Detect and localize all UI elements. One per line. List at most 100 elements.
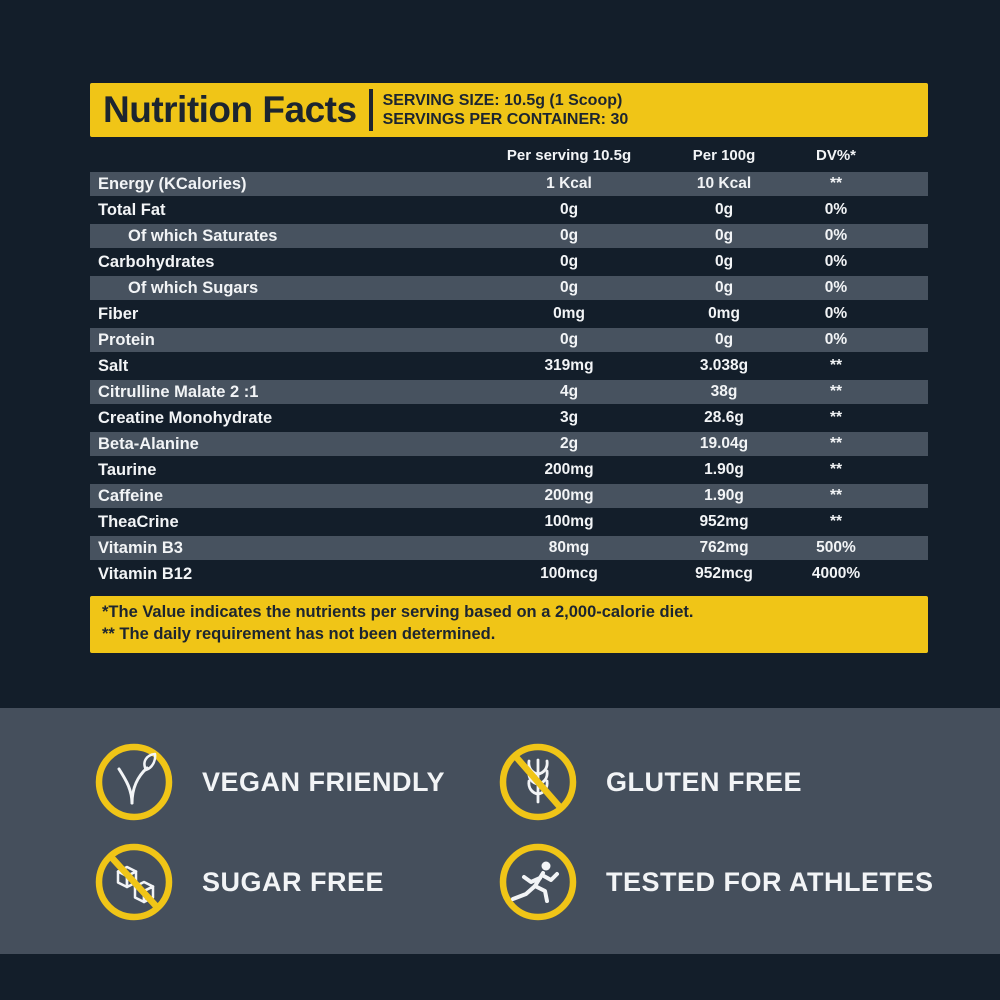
nutrition-facts-title: Nutrition Facts xyxy=(103,89,357,130)
row-label: Salt xyxy=(98,356,129,375)
row-dv: 4000% xyxy=(811,565,861,582)
row-per-serving: 2g xyxy=(559,435,579,452)
row-label: Of which Saturates xyxy=(128,226,278,245)
badge-label-vegan: VEGAN FRIENDLY xyxy=(202,766,446,797)
row-per-100g: 1.90g xyxy=(704,487,744,504)
row-dv: ** xyxy=(829,409,843,426)
row-label: Fiber xyxy=(98,304,139,323)
row-label: Beta-Alanine xyxy=(98,434,199,453)
row-label: Protein xyxy=(98,330,155,349)
row-dv: 0% xyxy=(824,331,848,348)
row-label: Carbohydrates xyxy=(98,252,215,271)
row-per-100g: 0mg xyxy=(708,305,740,322)
badge-panel: VEGAN FRIENDLY GLUTEN FREE xyxy=(0,708,1000,954)
row-per-100g: 38g xyxy=(710,383,738,400)
row-per-100g: 952mcg xyxy=(695,565,753,582)
row-dv: ** xyxy=(829,175,843,192)
row-per-100g: 10 Kcal xyxy=(696,175,752,192)
table-row: TheaCrine 100mg 952mg ** xyxy=(90,510,928,534)
row-per-100g: 952mg xyxy=(699,513,749,530)
row-dv: 0% xyxy=(824,201,848,218)
row-per-100g: 0g xyxy=(714,279,734,296)
banner-divider xyxy=(368,89,373,131)
badge-sugar-free: SUGAR FREE xyxy=(92,840,384,924)
row-dv: 0% xyxy=(824,253,848,270)
servings-per-container: SERVINGS PER CONTAINER: 30 xyxy=(382,111,629,128)
row-label: TheaCrine xyxy=(98,512,179,531)
column-header-dv: DV%* xyxy=(815,146,856,164)
table-row: Carbohydrates 0g 0g 0% xyxy=(90,250,928,274)
row-per-serving: 100mcg xyxy=(540,565,598,582)
row-dv: ** xyxy=(829,461,843,478)
table-row: Taurine 200mg 1.90g ** xyxy=(90,458,928,482)
row-per-serving: 200mg xyxy=(544,461,594,478)
footnote-line-1: *The Value indicates the nutrients per s… xyxy=(102,603,694,621)
table-row: Fiber 0mg 0mg 0% xyxy=(90,302,928,326)
row-per-100g: 1.90g xyxy=(704,461,744,478)
row-per-serving: 0g xyxy=(559,201,579,218)
table-row: Protein 0g 0g 0% xyxy=(90,328,928,352)
row-per-serving: 200mg xyxy=(544,487,594,504)
row-dv: ** xyxy=(829,435,843,452)
table-row: Total Fat 0g 0g 0% xyxy=(90,198,928,222)
row-per-100g: 0g xyxy=(714,227,734,244)
table-row: Salt 319mg 3.038g ** xyxy=(90,354,928,378)
column-header-per-serving: Per serving 10.5g xyxy=(506,146,632,164)
row-per-serving: 319mg xyxy=(544,357,594,374)
table-row: Beta-Alanine 2g 19.04g ** xyxy=(90,432,928,456)
badge-label-gluten-free: GLUTEN FREE xyxy=(606,766,803,797)
row-dv: 500% xyxy=(816,539,856,556)
row-per-100g: 0g xyxy=(714,201,734,218)
nutrition-label: Nutrition Facts SERVING SIZE: 10.5g (1 S… xyxy=(90,83,928,653)
row-label: Energy (KCalories) xyxy=(98,174,247,193)
row-per-100g: 28.6g xyxy=(704,409,744,426)
sugar-free-icon xyxy=(92,840,176,924)
row-per-100g: 0g xyxy=(714,331,734,348)
nutrition-facts-banner: Nutrition Facts SERVING SIZE: 10.5g (1 S… xyxy=(90,83,928,137)
vegan-icon xyxy=(92,740,176,824)
row-per-100g: 19.04g xyxy=(699,435,749,452)
row-per-100g: 762mg xyxy=(699,539,749,556)
nutrition-rows: Energy (KCalories) 1 Kcal 10 Kcal ** Total F… xyxy=(90,172,928,586)
row-per-serving: 0g xyxy=(559,331,579,348)
serving-size: SERVING SIZE: 10.5g (1 Scoop) xyxy=(382,91,623,109)
row-label: Caffeine xyxy=(98,486,164,505)
row-per-serving: 0g xyxy=(559,279,579,296)
table-row: Vitamin B3 80mg 762mg 500% xyxy=(90,536,928,560)
badge-tested-for-athletes: TESTED FOR ATHLETES xyxy=(496,840,934,924)
table-row: Citrulline Malate 2 :1 4g 38g ** xyxy=(90,380,928,404)
column-header-per-100g: Per 100g xyxy=(692,146,756,164)
table-row: Creatine Monohydrate 3g 28.6g ** xyxy=(90,406,928,430)
row-label: Taurine xyxy=(98,460,157,479)
row-label: Citrulline Malate 2 :1 xyxy=(98,382,259,401)
row-dv: ** xyxy=(829,487,843,504)
gluten-free-icon xyxy=(496,740,580,824)
row-dv: ** xyxy=(829,357,843,374)
row-dv: 0% xyxy=(824,279,848,296)
row-per-serving: 0g xyxy=(559,253,579,270)
row-per-serving: 100mg xyxy=(544,513,594,530)
row-per-serving: 1 Kcal xyxy=(546,175,592,192)
row-label: Of which Sugars xyxy=(128,278,259,297)
table-row: Vitamin B12 100mcg 952mcg 4000% xyxy=(90,562,928,586)
table-row: Energy (KCalories) 1 Kcal 10 Kcal ** xyxy=(90,172,928,196)
row-per-100g: 3.038g xyxy=(699,357,749,374)
row-per-serving: 4g xyxy=(559,383,579,400)
athlete-icon xyxy=(496,840,580,924)
row-per-serving: 3g xyxy=(559,409,579,426)
row-per-serving: 0g xyxy=(559,227,579,244)
row-label: Vitamin B3 xyxy=(98,538,183,557)
row-label: Total Fat xyxy=(98,200,166,219)
table-row: Of which Saturates 0g 0g 0% xyxy=(90,224,928,248)
row-dv: ** xyxy=(829,513,843,530)
row-label: Vitamin B12 xyxy=(98,564,193,583)
row-dv: 0% xyxy=(824,227,848,244)
badge-vegan-friendly: VEGAN FRIENDLY xyxy=(92,740,445,824)
row-dv: ** xyxy=(829,383,843,400)
row-per-100g: 0g xyxy=(714,253,734,270)
table-row: Of which Sugars 0g 0g 0% xyxy=(90,276,928,300)
row-per-serving: 80mg xyxy=(548,539,590,556)
footnote-box: *The Value indicates the nutrients per s… xyxy=(90,596,928,653)
badge-label-sugar-free: SUGAR FREE xyxy=(202,866,385,897)
table-column-headers: Per serving 10.5g Per 100g DV%* xyxy=(90,142,928,168)
